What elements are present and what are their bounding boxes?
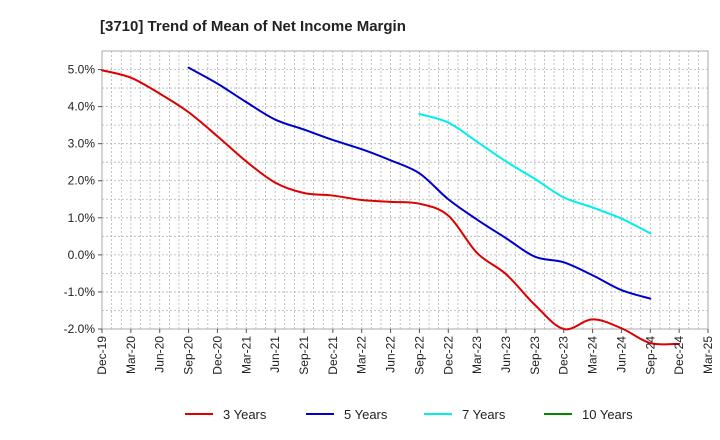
x-tick-label: Mar-25	[701, 336, 715, 374]
y-tick-label: 3.0%	[68, 137, 96, 151]
x-tick-label: Jun-20	[153, 336, 167, 373]
x-tick-label: Mar-23	[470, 336, 484, 374]
y-tick-label: 2.0%	[68, 174, 96, 188]
x-tick-label: Jun-23	[499, 336, 513, 373]
series-line-5-years	[187, 66, 652, 300]
x-tick-label: Dec-24	[672, 336, 686, 375]
x-tick-label: Sep-23	[528, 336, 542, 375]
y-tick-label: -2.0%	[64, 322, 96, 336]
chart-title: [3710] Trend of Mean of Net Income Margi…	[100, 18, 406, 35]
x-tick-label: Sep-20	[182, 336, 196, 375]
y-axis: 5.0% 4.0% 3.0% 2.0% 1.0% 0.0% -1.0% -2.0%	[64, 63, 102, 336]
y-tick-label: 1.0%	[68, 211, 96, 225]
x-tick-label: Mar-24	[586, 336, 600, 374]
x-tick-label: Dec-19	[95, 336, 109, 375]
x-tick-label: Sep-21	[297, 336, 311, 375]
x-tick-label: Sep-22	[412, 336, 426, 375]
series-layer	[101, 66, 681, 346]
y-tick-label: 5.0%	[68, 63, 96, 77]
x-tick-label: Jun-22	[384, 336, 398, 373]
y-tick-label: -1.0%	[64, 285, 96, 299]
x-tick-label: Sep-24	[643, 336, 657, 375]
x-tick-label: Mar-21	[239, 336, 253, 374]
x-tick-label: Jun-21	[268, 336, 282, 373]
y-tick-label: 4.0%	[68, 100, 96, 114]
x-tick-label: Mar-20	[124, 336, 138, 374]
legend-label-3-years: 3 Years	[223, 407, 267, 422]
plot-frame	[101, 50, 709, 330]
x-tick-label: Dec-20	[210, 336, 224, 375]
x-tick-label: Dec-23	[557, 336, 571, 375]
series-line-3-years	[101, 69, 681, 346]
legend-label-10-years: 10 Years	[582, 407, 633, 422]
x-tick-label: Jun-24	[614, 336, 628, 373]
x-axis: Dec-19 Mar-20 Jun-20 Sep-20 Dec-20 Mar-21 Jun-…	[95, 329, 715, 375]
y-tick-label: 0.0%	[68, 248, 96, 262]
x-tick-label: Dec-21	[326, 336, 340, 375]
legend: 3 Years 5 Years 7 Years 10 Years	[185, 407, 633, 422]
x-tick-label: Mar-22	[355, 336, 369, 374]
legend-label-7-years: 7 Years	[462, 407, 506, 422]
series-line-7-years	[418, 113, 652, 235]
x-tick-label: Dec-22	[441, 336, 455, 375]
legend-label-5-years: 5 Years	[344, 407, 388, 422]
